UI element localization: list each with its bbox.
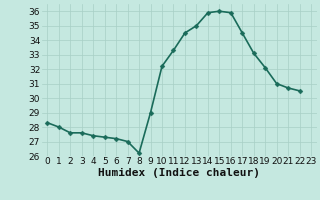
X-axis label: Humidex (Indice chaleur): Humidex (Indice chaleur) [98, 168, 260, 178]
